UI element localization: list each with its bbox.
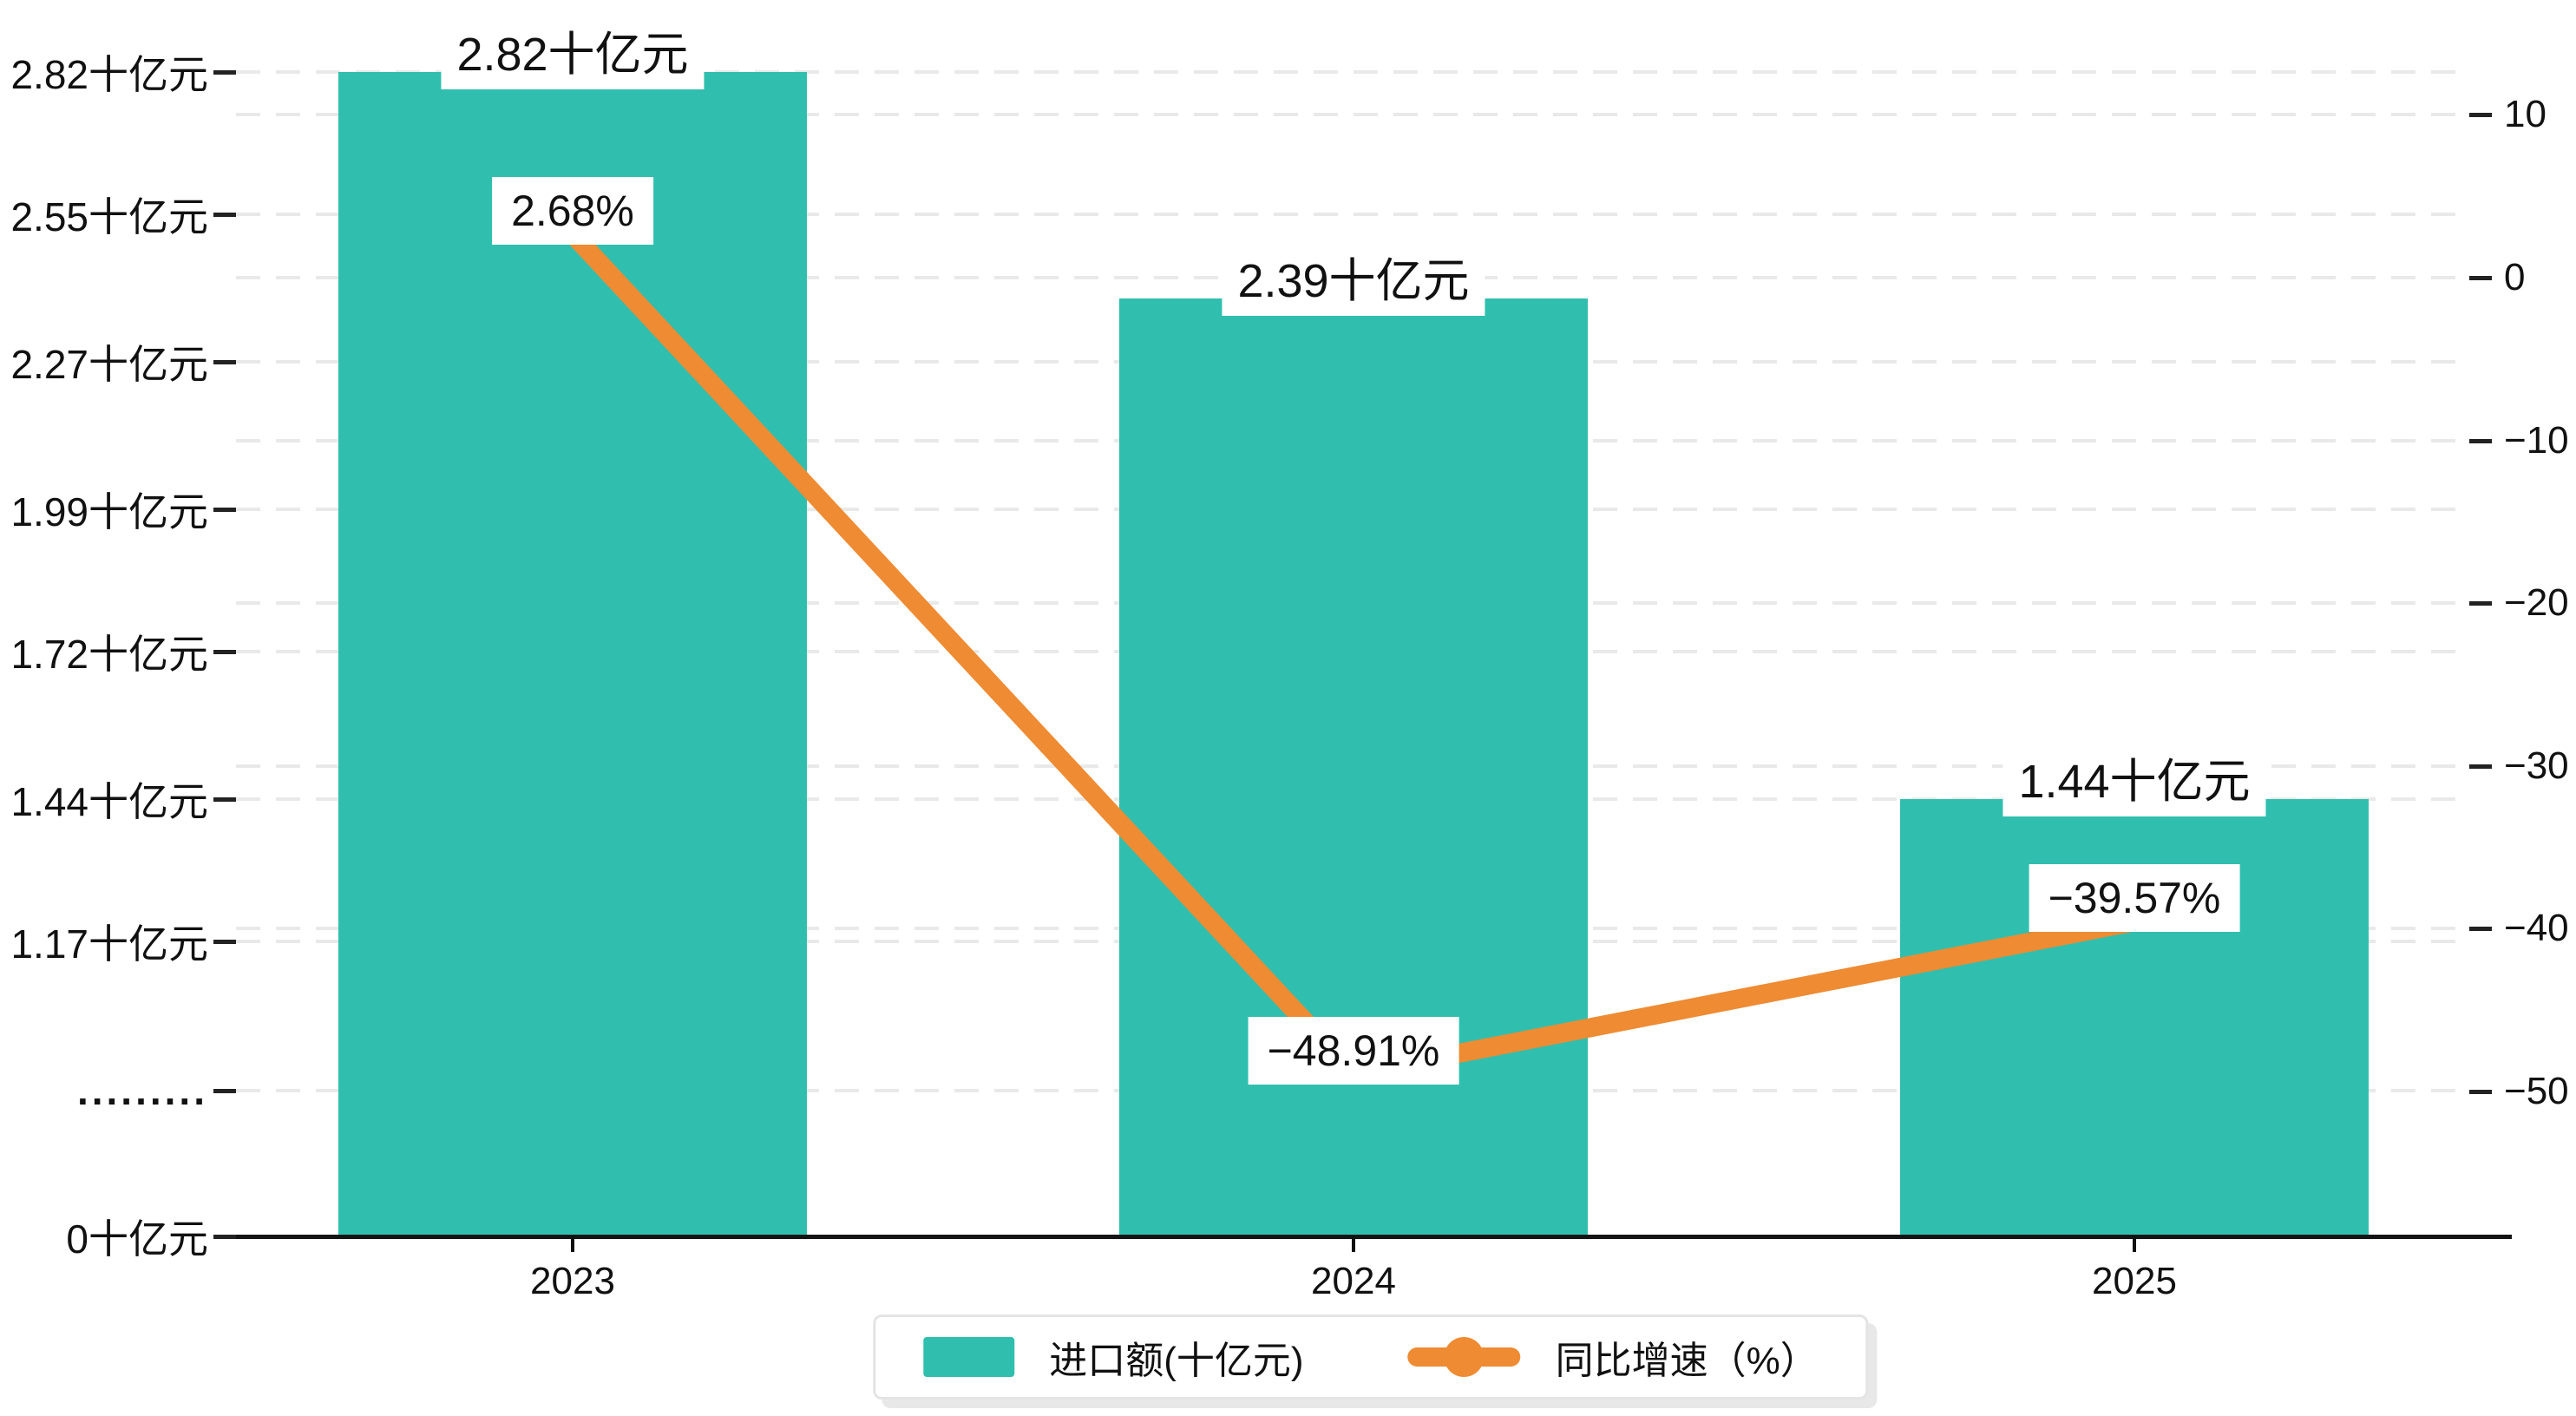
left-axis-tick-label: 2.82十亿元	[10, 52, 208, 97]
bar-value-label-2025: 1.44十亿元	[2002, 738, 2266, 817]
growth-value-label-2023: 2.68%	[492, 176, 653, 245]
left-axis-tick	[213, 360, 236, 365]
left-axis-tick	[213, 1089, 236, 1093]
right-axis-tick-label: −10	[2504, 418, 2569, 462]
growth-value-label-2025: −39.57%	[2029, 864, 2240, 933]
gridline	[236, 212, 2468, 216]
x-axis-tick	[1352, 1236, 1355, 1252]
right-axis-tick-label: −50	[2504, 1070, 2569, 1112]
left-axis-tick	[213, 940, 236, 945]
growth-value-label-2024: −48.91%	[1248, 1016, 1459, 1085]
gridline	[236, 113, 2468, 117]
right-axis-tick-label: 10	[2504, 93, 2547, 136]
right-axis-tick	[2469, 438, 2492, 443]
right-axis-tick-label: −40	[2504, 907, 2569, 950]
bar-2023[interactable]	[338, 72, 807, 1236]
right-axis-tick-label: −30	[2504, 744, 2569, 787]
x-axis-label-2023: 2023	[530, 1260, 615, 1302]
left-axis-tick-label: 1.17十亿元	[10, 921, 208, 967]
x-axis-label-2025: 2025	[2092, 1260, 2177, 1302]
left-axis-tick-label: .........	[76, 1068, 208, 1113]
left-axis-tick	[213, 797, 236, 803]
x-axis-line	[221, 1235, 2512, 1239]
x-axis-tick	[2133, 1236, 2136, 1252]
line-series-marker	[1407, 1337, 1521, 1377]
left-axis-tick	[213, 1235, 236, 1239]
left-axis-tick-label: 1.72十亿元	[10, 632, 208, 678]
left-axis-tick	[213, 508, 236, 513]
right-axis-tick	[2469, 764, 2492, 769]
bar-value-label-2023: 2.82十亿元	[441, 10, 705, 89]
right-axis-tick	[2469, 1090, 2492, 1094]
left-axis-tick-label: 1.99十亿元	[10, 489, 208, 535]
right-axis-tick-label: 0	[2504, 256, 2526, 298]
left-axis-tick-label: 2.55十亿元	[10, 193, 208, 239]
legend-label-import-amount: 进口额(十亿元)	[1049, 1340, 1304, 1382]
legend-item-yoy-growth[interactable]: 同比增速（%）	[1407, 1329, 1819, 1385]
left-axis-tick	[213, 650, 236, 655]
bar-value-label-2024: 2.39十亿元	[1222, 237, 1485, 317]
left-axis-tick-label: 0十亿元	[66, 1216, 208, 1262]
left-axis-tick-label: 1.44十亿元	[10, 779, 208, 825]
left-axis-tick-label: 2.27十亿元	[10, 342, 208, 388]
right-axis-tick	[2469, 276, 2492, 280]
legend-label-yoy-growth: 同比增速（%）	[1555, 1340, 1819, 1382]
line-series-marker-dot	[1444, 1337, 1485, 1377]
bar-series-swatch	[923, 1337, 1015, 1377]
right-axis-tick	[2469, 927, 2492, 932]
gridline	[236, 70, 2468, 74]
left-axis-tick	[213, 212, 236, 217]
legend-item-import-amount[interactable]: 进口额(十亿元)	[923, 1329, 1304, 1385]
right-axis-tick-label: −20	[2504, 581, 2569, 625]
right-axis-tick	[2469, 601, 2492, 606]
left-axis-tick	[213, 70, 236, 75]
x-axis-label-2024: 2024	[1311, 1260, 1396, 1302]
x-axis-tick	[571, 1236, 574, 1252]
right-axis-tick	[2469, 113, 2492, 118]
legend: 进口额(十亿元) 同比增速（%）	[873, 1314, 1869, 1400]
